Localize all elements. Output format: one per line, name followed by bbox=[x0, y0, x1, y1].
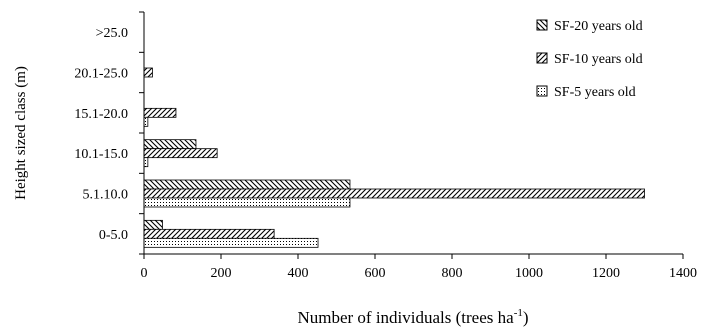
x-tick-label: 1400 bbox=[669, 266, 697, 281]
x-axis-label-end: ) bbox=[523, 308, 529, 327]
y-tick-label: 15.1-20.0 bbox=[74, 107, 128, 122]
y-axis-label: Height sized class (m) bbox=[13, 66, 29, 200]
x-tick-label: 600 bbox=[365, 266, 386, 281]
bar-backslash-1 bbox=[143, 179, 351, 190]
x-tick-label: 0 bbox=[141, 266, 148, 281]
x-tick-label: 400 bbox=[288, 266, 309, 281]
x-tick-label: 200 bbox=[211, 266, 232, 281]
bar-backslash-2 bbox=[143, 139, 197, 150]
bar-backslash-0 bbox=[143, 219, 163, 230]
legend: SF-20 years old SF-10 years old SF-5 years… bbox=[536, 19, 643, 100]
y-tick-label: 0-5.0 bbox=[99, 228, 128, 243]
x-tick-label: 800 bbox=[442, 266, 463, 281]
axes-group bbox=[143, 12, 683, 255]
x-tick-label: 1000 bbox=[515, 266, 543, 281]
x-axis-label: Number of individuals (trees ha-1) bbox=[297, 307, 528, 327]
y-tick-label: >25.0 bbox=[96, 26, 128, 41]
y-tick-label: 10.1-15.0 bbox=[74, 147, 128, 162]
legend-label: SF-20 years old bbox=[554, 19, 643, 34]
legend-label: SF-10 years old bbox=[554, 52, 643, 67]
bar-slash-3 bbox=[143, 107, 177, 118]
legend-swatch-backslash bbox=[536, 19, 548, 31]
bar-dots-3 bbox=[143, 116, 149, 127]
legend-swatch-slash bbox=[536, 52, 548, 64]
legend-swatch-dots bbox=[536, 85, 548, 97]
y-ticks-group: 0-5.0 5.1.10.0 10.1-15.0 15.1-20.0 20.1-25.0… bbox=[74, 11, 144, 255]
bar-slash-2 bbox=[143, 148, 218, 159]
bar-slash-1 bbox=[143, 188, 645, 199]
bar-dots-1 bbox=[143, 197, 351, 208]
x-ticks-group: 0 200 400 600 800 1000 1200 1400 bbox=[141, 254, 697, 281]
bars-group bbox=[143, 67, 645, 248]
y-tick-label: 20.1-25.0 bbox=[74, 67, 128, 82]
y-tick-label: 5.1.10.0 bbox=[83, 188, 129, 203]
bar-dots-2 bbox=[143, 157, 149, 168]
legend-label: SF-5 years old bbox=[554, 85, 636, 100]
x-axis-label-superscript: -1 bbox=[514, 307, 523, 319]
x-tick-label: 1200 bbox=[592, 266, 620, 281]
bar-slash-0 bbox=[143, 228, 275, 239]
bar-dots-0 bbox=[143, 237, 319, 248]
bar-slash-4 bbox=[143, 67, 153, 78]
